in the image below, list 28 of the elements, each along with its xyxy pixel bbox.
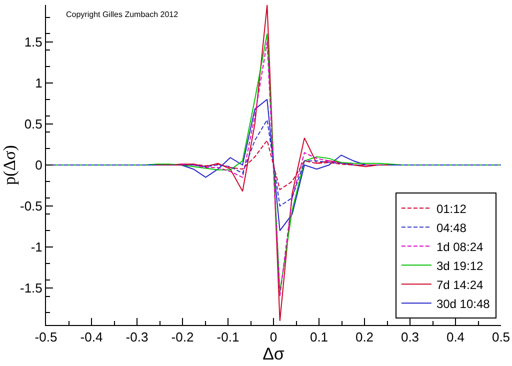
- y-tick-label: -1: [30, 240, 42, 255]
- y-tick-label: -0.5: [20, 198, 42, 214]
- legend-label: 04:48: [436, 220, 467, 235]
- x-tick-label: 0.1: [310, 330, 328, 345]
- y-tick-label: 0.5: [24, 116, 42, 132]
- legend-label: 3d 19:12: [436, 258, 484, 273]
- x-tick-label: 0.4: [446, 330, 465, 345]
- x-tick-label: -0.3: [126, 330, 148, 345]
- y-tick-label: -1.5: [20, 280, 42, 296]
- legend-label: 7d 14:24: [436, 278, 484, 292]
- x-tick-label: 0.5: [492, 330, 510, 345]
- x-tick-label: 0: [270, 330, 278, 345]
- x-tick-label: -0.1: [216, 330, 240, 345]
- annotation: Copyright Gilles Zumbach 2012: [66, 10, 179, 19]
- line-series: [180, 41, 354, 297]
- y-tick-label: 1.5: [24, 34, 42, 50]
- x-tick-label: -0.4: [80, 330, 103, 345]
- y-axis-title: p(Δσ): [0, 145, 19, 185]
- x-tick-label: 0.3: [400, 330, 420, 345]
- legend-label: 1d 08:24: [436, 240, 484, 254]
- line-series: [156, 140, 391, 190]
- x-axis-title: Δσ: [262, 344, 285, 364]
- y-tick-label: 0: [35, 158, 42, 173]
- x-tick-label: 0.2: [355, 330, 374, 345]
- y-tick-label: 1: [35, 76, 42, 90]
- x-tick-label: -0.2: [171, 330, 194, 345]
- legend-label: 01:12: [436, 202, 467, 216]
- legend-label: 30d 10:48: [436, 296, 490, 311]
